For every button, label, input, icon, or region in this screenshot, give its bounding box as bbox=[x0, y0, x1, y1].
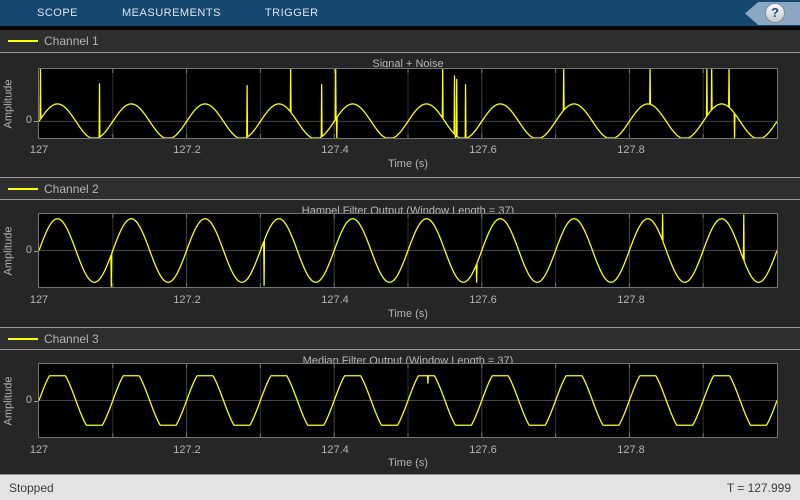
x-axis-ticks: 127 127.2 127.4 127.6 127.8 bbox=[0, 144, 800, 156]
status-state: Stopped bbox=[9, 480, 54, 495]
x-tick-label: 127.2 bbox=[173, 444, 201, 456]
x-axis-ticks: 127 127.2 127.4 127.6 127.8 bbox=[0, 294, 800, 306]
y-axis-label: Amplitude bbox=[2, 376, 15, 425]
legend-label: Channel 3 bbox=[44, 331, 99, 346]
signal-trace bbox=[39, 69, 777, 138]
x-axis-label: Time (s) bbox=[388, 457, 428, 469]
toolbar: SCOPE MEASUREMENTS TRIGGER ? bbox=[0, 0, 800, 26]
legend-channel-3[interactable]: Channel 3 bbox=[0, 327, 800, 350]
x-tick-label: 127 bbox=[29, 294, 49, 306]
x-tick-label: 127.4 bbox=[321, 444, 349, 456]
waveform-svg bbox=[39, 214, 777, 287]
x-tick-label: 127.4 bbox=[321, 144, 349, 156]
waveform-plot[interactable] bbox=[38, 68, 778, 139]
scope-display-3: Median Filter Output (Window Length = 37… bbox=[0, 350, 800, 474]
tab-trigger[interactable]: TRIGGER bbox=[264, 7, 319, 19]
toolbar-divider bbox=[0, 26, 800, 30]
tab-scope[interactable]: SCOPE bbox=[37, 7, 79, 19]
x-tick-label: 127.2 bbox=[173, 144, 201, 156]
legend-channel-2[interactable]: Channel 2 bbox=[0, 177, 800, 200]
channel-2-color-swatch bbox=[8, 187, 38, 190]
y-axis-label: Amplitude bbox=[2, 226, 15, 275]
scope-display-1: Signal + Noise Amplitude 0 127 127.2 127.4… bbox=[0, 53, 800, 177]
channel-1-color-swatch bbox=[8, 40, 38, 42]
y-tick-mark bbox=[34, 251, 38, 252]
help-button[interactable]: ? bbox=[765, 3, 785, 23]
x-tick-label: 127.6 bbox=[469, 144, 497, 156]
tab-measurements[interactable]: MEASUREMENTS bbox=[122, 7, 221, 19]
x-tick-label: 127.6 bbox=[469, 444, 497, 456]
x-axis-ticks: 127 127.2 127.4 127.6 127.8 bbox=[0, 444, 800, 456]
signal-trace bbox=[39, 214, 777, 287]
waveform-plot[interactable] bbox=[38, 363, 778, 438]
signal-trace bbox=[39, 375, 777, 426]
waveform-svg bbox=[39, 364, 777, 437]
x-tick-label: 127.8 bbox=[617, 144, 645, 156]
x-tick-label: 127.8 bbox=[617, 444, 645, 456]
legend-channel-1[interactable]: Channel 1 bbox=[0, 30, 800, 53]
question-icon: ? bbox=[771, 5, 779, 20]
y-tick-mark bbox=[34, 121, 38, 122]
legend-label: Channel 1 bbox=[44, 34, 99, 48]
status-bar: Stopped T = 127.999 bbox=[0, 474, 800, 500]
y-axis-label: Amplitude bbox=[2, 79, 15, 128]
y-tick-label: 0 bbox=[25, 393, 32, 406]
x-tick-label: 127 bbox=[29, 444, 49, 456]
legend-label: Channel 2 bbox=[44, 181, 99, 196]
x-axis-label: Time (s) bbox=[388, 308, 428, 320]
y-tick-label: 0 bbox=[25, 243, 32, 256]
x-tick-label: 127.4 bbox=[321, 294, 349, 306]
x-tick-label: 127 bbox=[29, 144, 49, 156]
waveform-plot[interactable] bbox=[38, 213, 778, 288]
scope-display-2: Hampel Filter Output (Window Length = 37… bbox=[0, 200, 800, 327]
x-axis-label: Time (s) bbox=[388, 158, 428, 170]
x-tick-label: 127.2 bbox=[173, 294, 201, 306]
y-tick-label: 0 bbox=[25, 114, 32, 127]
x-tick-label: 127.8 bbox=[617, 294, 645, 306]
channel-3-color-swatch bbox=[8, 337, 38, 340]
y-tick-mark bbox=[34, 401, 38, 402]
status-time: T = 127.999 bbox=[726, 480, 791, 495]
x-tick-label: 127.6 bbox=[469, 294, 497, 306]
waveform-svg bbox=[39, 69, 777, 138]
plot-title: Signal + Noise bbox=[372, 58, 444, 70]
